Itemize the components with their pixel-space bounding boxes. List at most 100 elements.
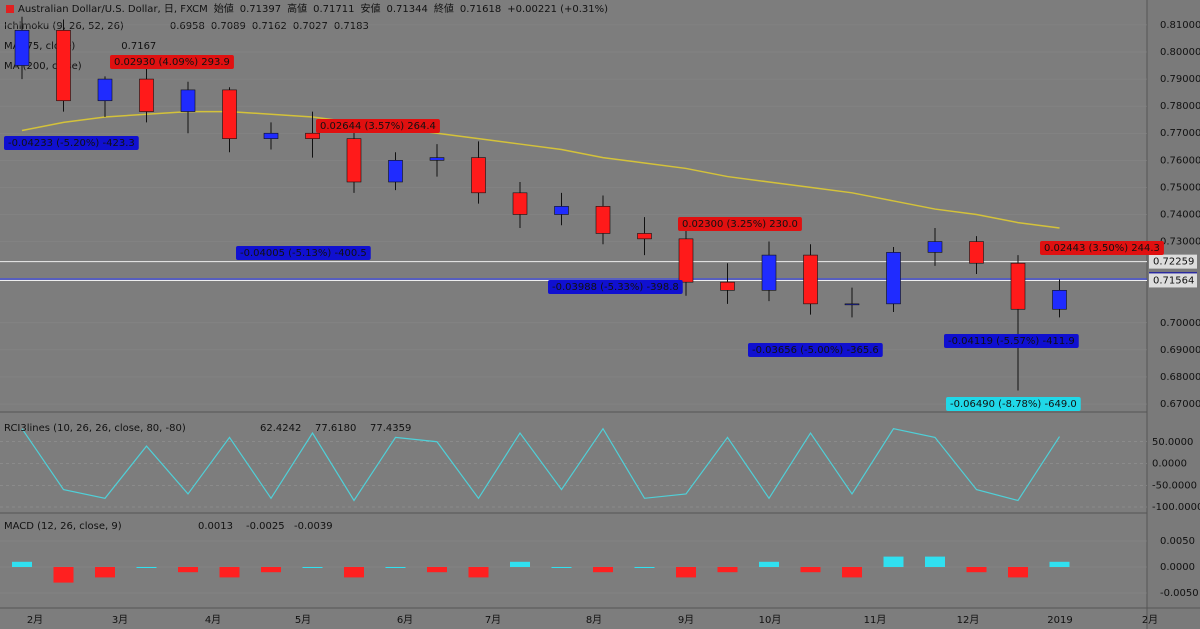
- macd-bar: [219, 567, 240, 578]
- candle-body: [180, 89, 196, 112]
- macd-bar: [344, 567, 364, 578]
- macd-bar: [676, 567, 696, 578]
- rci-line: [21, 427, 1061, 502]
- measure-label: -0.03656 (-5.00%) -365.6: [752, 345, 879, 356]
- price-tag-bg: [1149, 273, 1197, 288]
- candle-body: [1010, 262, 1026, 310]
- indicator-value: 0.7089: [211, 21, 246, 32]
- macd-bar: [427, 567, 447, 573]
- measure-box: [1040, 241, 1164, 255]
- measure-label: -0.04233 (-5.20%) -423.3: [8, 138, 135, 149]
- candle-body: [429, 157, 445, 161]
- candle-body: [927, 241, 943, 253]
- macd-name: MACD (12, 26, close, 9): [4, 521, 122, 532]
- macd-bar: [717, 567, 738, 573]
- candle-body: [886, 252, 901, 305]
- price-tick-label: 0.70000: [1160, 318, 1200, 329]
- candle-body: [139, 78, 154, 112]
- price-tick-label: 0.76000: [1160, 155, 1200, 166]
- time-tick-label: 10月: [759, 614, 782, 626]
- ohlc-label: 安値: [360, 2, 380, 15]
- candle-body: [969, 241, 984, 264]
- price-tick-label: 0.69000: [1160, 345, 1200, 356]
- candle-body: [637, 233, 652, 240]
- time-tick-label: 2月: [27, 614, 43, 626]
- rci-tick-label: 0.0000: [1152, 459, 1187, 470]
- indicator-name: MA (200, close): [4, 61, 82, 72]
- macd-bar: [12, 561, 32, 567]
- macd-bar: [883, 556, 904, 567]
- measure-label: -0.04005 (-5.13%) -400.5: [240, 248, 367, 259]
- measure-box: [678, 217, 802, 231]
- time-tick-label: 6月: [397, 614, 413, 626]
- time-tick-label: 2月: [1142, 614, 1158, 626]
- macd-value: -0.0025: [246, 521, 285, 532]
- macd-bar: [800, 567, 821, 573]
- candle-body: [554, 206, 569, 215]
- macd-tick-label: 0.0050: [1160, 536, 1195, 547]
- price-tick-label: 0.68000: [1160, 372, 1200, 383]
- measure-box: [946, 397, 1081, 411]
- macd-bar: [136, 567, 157, 568]
- macd-value: 0.0013: [198, 521, 233, 532]
- time-tick-label: 9月: [678, 614, 694, 626]
- measure-box: [236, 246, 371, 260]
- price-tag: 0.71564: [1153, 275, 1194, 286]
- indicator-name: MA (75, close): [4, 41, 75, 52]
- candle-body: [512, 192, 528, 215]
- candle-body: [56, 30, 71, 102]
- macd-value: -0.0039: [294, 521, 333, 532]
- time-tick-label: 3月: [112, 614, 128, 626]
- candle-body: [14, 30, 30, 66]
- measure-label: 0.02300 (3.25%) 230.0: [682, 219, 798, 230]
- macd-bar: [1008, 567, 1028, 578]
- time-tick-label: 4月: [205, 614, 221, 626]
- ohlc-value: 0.71397: [240, 4, 281, 15]
- measure-box: [548, 280, 683, 294]
- candle-body: [844, 303, 860, 306]
- measure-box: [748, 343, 883, 357]
- indicator-value: 0.7162: [252, 21, 287, 32]
- macd-bar: [178, 567, 198, 573]
- indicator-value: 0.7167: [121, 41, 156, 52]
- price-tick-label: 0.81000: [1160, 20, 1200, 31]
- rci-value: 77.6180: [315, 423, 356, 434]
- candle-body: [595, 206, 611, 234]
- ohlc-label: 始値: [214, 2, 234, 15]
- time-tick-label: 7月: [485, 614, 501, 626]
- ohlc-label: 高値: [287, 2, 307, 15]
- candle-body: [720, 281, 735, 291]
- symbol-icon: [6, 5, 14, 13]
- indicator-value: 0.7027: [293, 21, 328, 32]
- macd-bar: [385, 567, 406, 568]
- macd-bar: [925, 556, 945, 567]
- price-tick-label: 0.74000: [1160, 209, 1200, 220]
- indicator-value: 0.6958: [170, 21, 205, 32]
- measure-label: 0.02443 (3.50%) 244.3: [1044, 243, 1160, 254]
- macd-bar: [634, 567, 655, 568]
- ohlc-value: 0.71618: [460, 4, 501, 15]
- macd-bar: [95, 567, 115, 578]
- rci-name: RCI3lines (10, 26, 26, close, 80, -80): [4, 423, 186, 434]
- candle-body: [346, 138, 362, 183]
- macd-tick-label: 0.0000: [1160, 562, 1195, 573]
- measure-label: -0.03988 (-5.33%) -398.8: [552, 282, 679, 293]
- price-tick-label: 0.79000: [1160, 74, 1200, 85]
- price-tick-label: 0.80000: [1160, 47, 1200, 58]
- macd-bar: [468, 567, 489, 578]
- change: +0.00221 (+0.31%): [507, 4, 608, 15]
- candle-body: [222, 89, 237, 139]
- macd-bar: [842, 567, 862, 578]
- measure-label: 0.02930 (4.09%) 293.9: [114, 57, 230, 68]
- time-tick-label: 11月: [864, 614, 887, 626]
- candle-body: [97, 78, 113, 102]
- macd-bar: [759, 561, 779, 567]
- macd-bar: [593, 567, 613, 573]
- macd-bar: [510, 561, 530, 567]
- measure-box: [944, 334, 1079, 348]
- candle-body: [305, 132, 320, 139]
- macd-bar: [966, 567, 987, 573]
- time-tick-label: 8月: [586, 614, 602, 626]
- measure-box: [316, 119, 440, 133]
